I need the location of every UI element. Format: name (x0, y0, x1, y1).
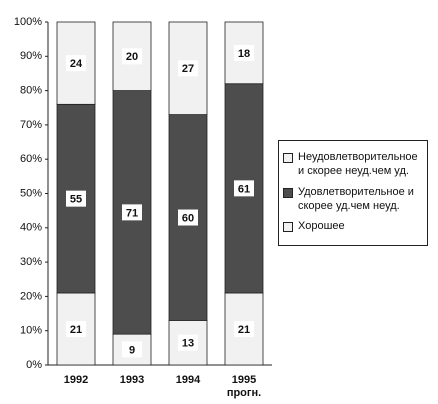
value-label-box (122, 48, 142, 65)
y-tick-label: 60% (20, 153, 42, 165)
y-tick-label: 0% (26, 359, 42, 371)
y-tick-label: 90% (20, 50, 42, 62)
y-tick-label: 30% (20, 256, 42, 268)
legend-label: Неудовлетворительное и скорее неуд.чем у… (298, 151, 418, 178)
value-label: 55 (70, 194, 82, 206)
value-label: 61 (238, 183, 250, 195)
value-label: 20 (126, 51, 138, 63)
legend: Неудовлетворительное и скорее неуд.чем у… (278, 140, 428, 247)
x-tick-label: 1993 (119, 374, 145, 386)
value-label-box (66, 55, 86, 72)
value-label-box (122, 204, 142, 221)
legend-label: Удовлетворительное и скорее уд.чем неуд. (298, 185, 414, 212)
value-label: 21 (70, 324, 82, 336)
value-label-box (234, 180, 254, 197)
value-label-box (122, 341, 142, 358)
value-label-box (178, 60, 198, 77)
value-label: 18 (238, 48, 250, 60)
value-label: 9 (129, 344, 135, 356)
legend-item: Неудовлетворительное и скорее неуд.чем у… (283, 150, 423, 179)
y-tick-label: 80% (20, 85, 42, 97)
y-tick-label: 50% (20, 187, 42, 199)
y-tick-label: 10% (20, 325, 42, 337)
value-label: 60 (182, 212, 194, 224)
value-label: 13 (182, 338, 194, 350)
value-label: 21 (238, 324, 250, 336)
value-label: 24 (70, 58, 83, 70)
legend-item: Удовлетворительное и скорее уд.чем неуд. (283, 185, 423, 214)
value-label-box (234, 44, 254, 61)
value-label: 71 (126, 207, 138, 219)
value-label-box (178, 209, 198, 226)
value-label-box (66, 320, 86, 337)
value-label: 27 (182, 63, 194, 75)
legend-swatch (283, 153, 293, 163)
y-tick-label: 40% (20, 222, 42, 234)
value-label-box (178, 334, 198, 351)
legend-item: Хорошее (283, 219, 423, 233)
legend-label: Хорошее (298, 220, 345, 233)
legend-swatch (283, 222, 293, 233)
x-tick-label: 1994 (175, 374, 201, 386)
y-tick-label: 20% (20, 290, 42, 302)
legend-swatch (283, 187, 293, 198)
x-tick-label: 1995 прогн. (226, 374, 262, 399)
x-tick-label: 1992 (63, 374, 89, 386)
y-tick-label: 70% (20, 119, 42, 131)
y-tick-label: 100% (14, 16, 42, 28)
value-label-box (66, 190, 86, 207)
value-label-box (234, 320, 254, 337)
